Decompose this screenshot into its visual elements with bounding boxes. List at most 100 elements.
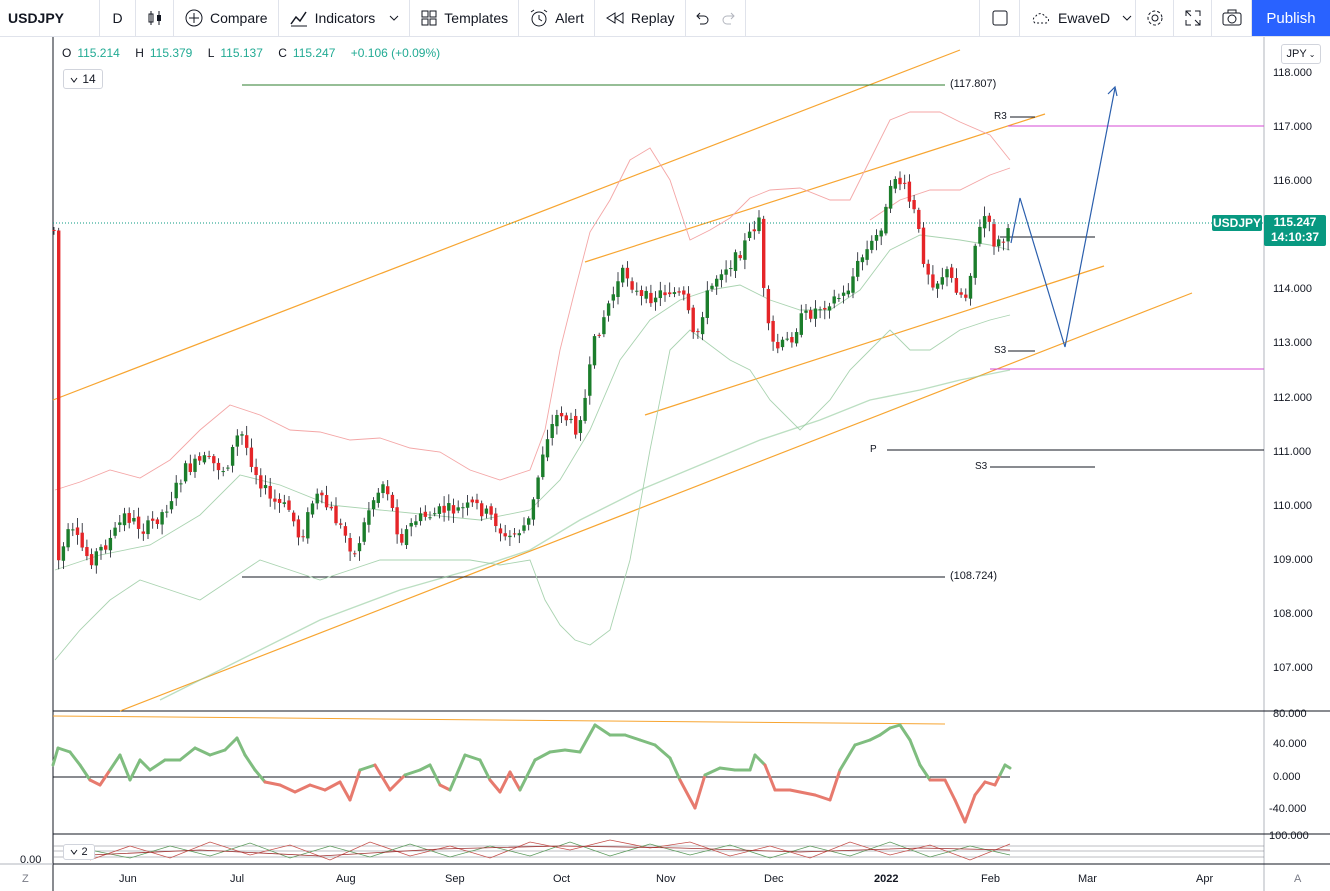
candle-body [898, 177, 902, 185]
candle-body [809, 310, 813, 319]
fullscreen-button[interactable] [1174, 0, 1212, 36]
oscillator-segment [838, 743, 857, 772]
plus-circle-icon [184, 8, 204, 28]
oscillator-segment [703, 766, 722, 777]
candle-body [611, 294, 615, 301]
candle-body [202, 455, 207, 463]
replay-button[interactable]: Replay [595, 0, 686, 36]
candle-body [66, 529, 70, 548]
candle-body [122, 513, 127, 526]
oscillator-segment [358, 763, 377, 772]
oscillator-segment [718, 766, 737, 772]
candle-body [146, 520, 150, 535]
candle-body [658, 290, 662, 299]
oscillator-segment [853, 738, 872, 747]
candle-body [480, 503, 484, 517]
indicators-collapse-toggle[interactable]: 14 [63, 69, 103, 89]
oscillator-segment [108, 753, 122, 772]
compare-button[interactable]: Compare [174, 0, 279, 36]
oscillator-segment [78, 763, 92, 782]
ohlc-legend: O 115.214 H 115.379 L 115.137 C 115.247 +0.1… [62, 46, 446, 60]
publish-button[interactable]: Publish [1252, 0, 1330, 36]
symbol-search[interactable]: USDJPY [0, 0, 100, 36]
candle-body [973, 245, 977, 278]
price-tick: 110.000 [1273, 500, 1312, 512]
zoom-reset-button[interactable]: Z [22, 873, 29, 885]
candle-body [588, 364, 592, 396]
settings-button[interactable] [1136, 0, 1174, 36]
fullscreen-layout-button[interactable] [980, 0, 1020, 36]
candle-body [259, 475, 263, 489]
candle-body [818, 309, 822, 311]
channel-upper-outer [52, 49, 961, 401]
oscillator-segment [463, 753, 482, 762]
oscillator-segment [438, 783, 452, 792]
candle-body [367, 510, 371, 525]
candle-body [418, 513, 423, 522]
candle-body [663, 292, 667, 296]
interval-button[interactable]: D [100, 0, 136, 36]
candle-body [409, 522, 413, 527]
candle-body [179, 483, 183, 485]
candle-body [465, 502, 470, 508]
time-tick: 2022 [874, 873, 899, 885]
undo-button[interactable] [686, 0, 716, 36]
gear-icon [1145, 8, 1165, 28]
candle-body [813, 308, 818, 319]
candle-body [245, 435, 249, 448]
oscillator-segment [338, 780, 352, 802]
oscillator-segment [748, 753, 757, 772]
candle-body [306, 512, 310, 539]
candle-body [498, 528, 503, 534]
candle-body [903, 182, 907, 184]
candle-body [780, 339, 785, 348]
candle-body [235, 435, 239, 447]
channel-upper-inner [584, 113, 1046, 263]
candle-body [912, 200, 916, 210]
pivot-r3-label: R3 [994, 111, 1007, 122]
candle-body [597, 334, 601, 336]
candle-body [541, 454, 545, 478]
chart-type-button[interactable] [136, 0, 174, 36]
osc-axis-neg40: -40.000 [1269, 803, 1307, 815]
snapshot-button[interactable] [1212, 0, 1252, 36]
candle-body [696, 331, 700, 333]
candle-body [921, 227, 926, 264]
candle-body [296, 519, 301, 538]
candle-body [569, 418, 573, 420]
oscillator-segment [918, 763, 932, 782]
oscillator-segment [798, 790, 817, 797]
candle-body [52, 229, 56, 231]
candle-body [710, 285, 714, 289]
osc-axis-100: 100.000 [1269, 830, 1309, 842]
redo-button[interactable] [716, 0, 746, 36]
sub-indicators-collapse-toggle[interactable]: 2 [63, 844, 95, 860]
oscillator-segment [788, 788, 802, 794]
candle-body [315, 493, 319, 504]
candle-body [268, 485, 272, 499]
candle-body [512, 533, 517, 535]
candle-body [729, 268, 733, 270]
low-value: 115.137 [220, 46, 263, 60]
alert-button[interactable]: Alert [519, 0, 595, 36]
time-tick: Jul [230, 873, 245, 885]
indicator-count: 14 [82, 72, 96, 86]
oscillator-segment [508, 770, 522, 792]
indicators-button[interactable]: Indicators [279, 0, 411, 36]
currency-selector[interactable]: JPY ⌄ [1281, 44, 1321, 64]
oscillator-segment [253, 768, 267, 784]
oscillator-segment [653, 743, 672, 760]
candle-body [353, 553, 357, 555]
oscillator-segment [243, 753, 257, 772]
oscillator-segment [813, 793, 832, 802]
oscillator-segment [578, 723, 597, 754]
osc-axis-40: 40.000 [1273, 738, 1307, 750]
candle-body [621, 267, 625, 283]
auto-scale-button[interactable]: A [1294, 873, 1302, 885]
layout-menu-button[interactable]: EwaveD [1020, 0, 1136, 36]
current-price-badge: 115.247 14:10:37 [1264, 215, 1326, 246]
candle-body [653, 297, 658, 303]
templates-button[interactable]: Templates [410, 0, 520, 36]
candle-body [216, 462, 221, 471]
